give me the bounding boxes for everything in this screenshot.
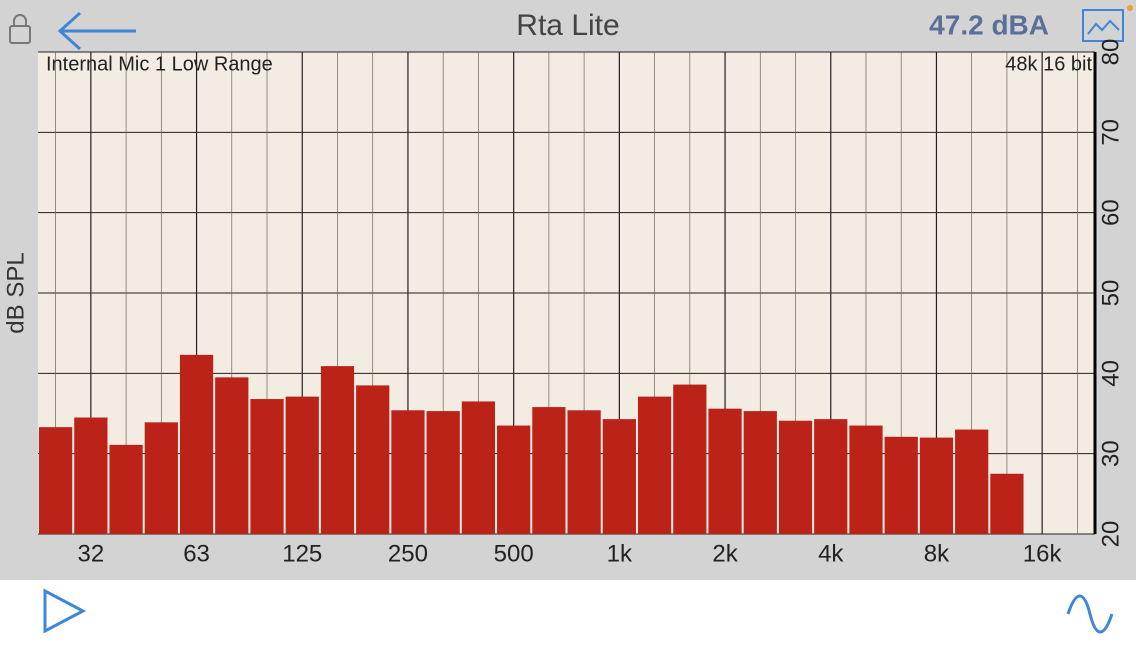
bar bbox=[849, 425, 883, 534]
bar bbox=[144, 422, 178, 534]
bar bbox=[602, 419, 636, 534]
x-tick-label: 32 bbox=[77, 540, 104, 567]
lock-icon[interactable] bbox=[9, 14, 31, 44]
image-frame[interactable] bbox=[1082, 9, 1124, 42]
status-dot bbox=[1127, 5, 1133, 11]
bottom-toolbar bbox=[0, 580, 1136, 640]
x-tick-label: 250 bbox=[388, 540, 428, 567]
x-tick-label: 4k bbox=[818, 540, 844, 567]
bar bbox=[814, 419, 848, 534]
bar bbox=[285, 396, 319, 534]
y-tick-label: 60 bbox=[1097, 199, 1124, 226]
bar bbox=[356, 385, 390, 534]
bar bbox=[320, 366, 355, 534]
y-tick-label: 50 bbox=[1097, 280, 1124, 307]
back-button[interactable] bbox=[57, 11, 136, 51]
bar bbox=[215, 377, 249, 534]
format-label: 48k 16 bit bbox=[1005, 53, 1092, 75]
bar bbox=[532, 407, 566, 534]
y-tick-label: 70 bbox=[1097, 119, 1124, 146]
bar bbox=[497, 425, 531, 534]
bar bbox=[743, 411, 777, 534]
bar bbox=[884, 436, 918, 534]
bar bbox=[955, 429, 989, 534]
y-tick-label: 30 bbox=[1097, 440, 1124, 467]
bars bbox=[39, 354, 1024, 534]
bar bbox=[391, 410, 425, 534]
bar bbox=[990, 473, 1024, 534]
bar bbox=[637, 396, 672, 534]
y-tick-label: 20 bbox=[1097, 521, 1124, 548]
level-readout: 47.2 dBA bbox=[929, 9, 1049, 40]
x-tick-label: 125 bbox=[282, 540, 322, 567]
lock-body[interactable] bbox=[9, 25, 31, 44]
bar bbox=[567, 410, 601, 534]
y-tick-label: 40 bbox=[1097, 360, 1124, 387]
input-label: Internal Mic 1 Low Range bbox=[46, 53, 273, 75]
x-tick-label: 8k bbox=[924, 540, 950, 567]
bar bbox=[919, 437, 954, 534]
lock-shackle[interactable] bbox=[13, 14, 27, 26]
x-tick-label: 63 bbox=[183, 540, 210, 567]
bar bbox=[74, 417, 108, 534]
x-tick-label: 16k bbox=[1023, 540, 1063, 567]
bar bbox=[250, 399, 284, 534]
x-tick-label: 1k bbox=[607, 540, 633, 567]
app-title: Rta Lite bbox=[516, 9, 619, 42]
image-glyph[interactable] bbox=[1087, 19, 1120, 35]
play-button[interactable] bbox=[43, 588, 87, 634]
image-button[interactable] bbox=[1082, 9, 1124, 42]
bar bbox=[109, 444, 143, 534]
y-tick-label: 80 bbox=[1097, 39, 1124, 66]
bar bbox=[39, 427, 73, 534]
x-tick-label: 500 bbox=[494, 540, 534, 567]
bar bbox=[426, 411, 460, 534]
back-arrow[interactable] bbox=[57, 11, 136, 51]
bar bbox=[673, 384, 707, 534]
bar bbox=[179, 354, 214, 534]
bar bbox=[778, 420, 813, 534]
x-tick-label: 2k bbox=[712, 540, 738, 567]
bar bbox=[708, 408, 742, 534]
bar bbox=[461, 401, 496, 534]
generator-button[interactable] bbox=[1066, 594, 1114, 634]
y-axis-label: dB SPL bbox=[2, 252, 29, 333]
